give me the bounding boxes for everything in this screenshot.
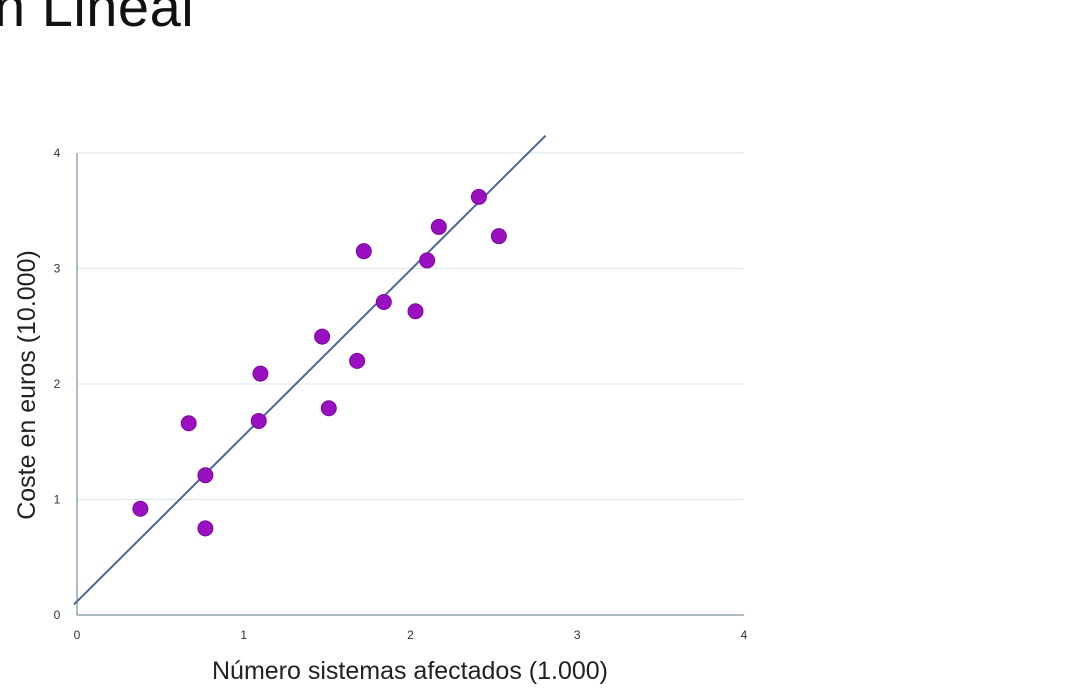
data-point [349,352,366,369]
x-axis-title: Número sistemas afectados (1.000) [212,657,608,685]
data-point [180,415,197,432]
trendline [73,134,547,606]
data-point [490,228,507,245]
tick-labels: 0 1 2 3 4 0 1 2 3 4 [54,146,748,642]
regression-line [73,134,547,606]
data-point [132,500,149,517]
y-tick-label-4: 4 [54,146,61,160]
data-point [314,328,331,345]
data-point [407,303,424,320]
data-point [250,412,267,429]
data-points [132,188,507,537]
data-point [197,467,214,484]
x-tick-label-4: 4 [741,628,748,642]
x-tick-label-2: 2 [407,628,414,642]
data-point [430,218,447,235]
data-point [470,188,487,205]
y-tick-label-1: 1 [54,493,61,507]
data-point [197,520,214,537]
x-tick-label-3: 3 [574,628,581,642]
x-tick-label-0: 0 [74,628,81,642]
y-tick-label-3: 3 [54,262,61,276]
y-tick-label-2: 2 [54,377,61,391]
axes [76,153,744,616]
data-point [252,365,269,382]
data-point [375,293,392,310]
data-point [320,400,337,417]
data-point [355,243,372,260]
y-tick-label-0: 0 [54,608,61,622]
slide-title: n Lineal [0,0,195,38]
gridlines [77,152,744,500]
y-axis-title: Coste en euros (10.000) [13,250,41,520]
x-tick-label-1: 1 [240,628,247,642]
data-point [419,252,436,269]
